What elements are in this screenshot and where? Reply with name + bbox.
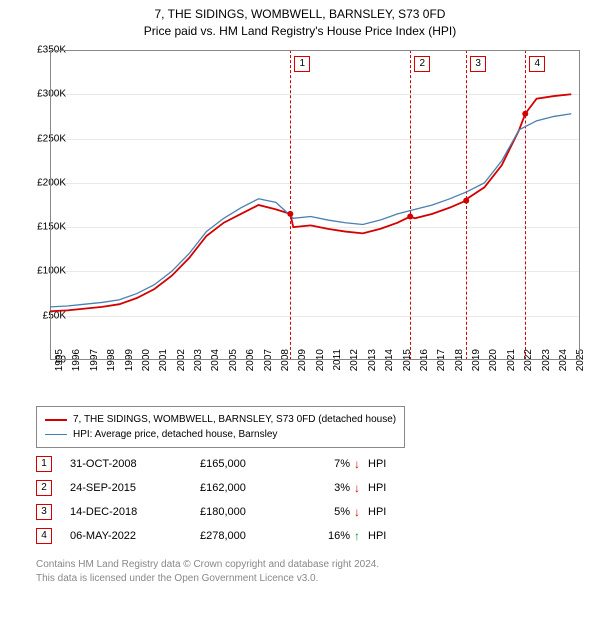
row-marker-number: 3 (36, 504, 52, 520)
marker-point (522, 111, 528, 117)
table-row: 1 31-OCT-2008£165,0007%↓HPI (36, 452, 398, 476)
row-hpi-label: HPI (368, 530, 398, 542)
footer-line1: Contains HM Land Registry data © Crown c… (36, 558, 379, 572)
row-percent: 7% (300, 458, 354, 470)
legend-label: 7, THE SIDINGS, WOMBWELL, BARNSLEY, S73 … (73, 412, 396, 427)
row-date: 31-OCT-2008 (70, 458, 200, 470)
row-marker-number: 2 (36, 480, 52, 496)
arrow-down-icon: ↓ (354, 457, 368, 471)
row-date: 14-DEC-2018 (70, 506, 200, 518)
arrow-down-icon: ↓ (354, 481, 368, 495)
legend-swatch (45, 419, 67, 421)
table-row: 2 24-SEP-2015£162,0003%↓HPI (36, 476, 398, 500)
marker-number-box: 4 (529, 56, 545, 72)
row-hpi-label: HPI (368, 482, 398, 494)
title-block: 7, THE SIDINGS, WOMBWELL, BARNSLEY, S73 … (0, 0, 600, 40)
marker-number-box: 2 (414, 56, 430, 72)
legend-swatch (45, 434, 67, 435)
marker-point (463, 198, 469, 204)
row-marker-number: 4 (36, 528, 52, 544)
chart-container: 7, THE SIDINGS, WOMBWELL, BARNSLEY, S73 … (0, 0, 600, 620)
row-price: £180,000 (200, 506, 300, 518)
footer: Contains HM Land Registry data © Crown c… (36, 558, 379, 586)
table-row: 3 14-DEC-2018£180,0005%↓HPI (36, 500, 398, 524)
table-row: 4 06-MAY-2022£278,00016%↑HPI (36, 524, 398, 548)
marker-number-box: 1 (294, 56, 310, 72)
legend-item: 7, THE SIDINGS, WOMBWELL, BARNSLEY, S73 … (45, 412, 396, 427)
row-hpi-label: HPI (368, 458, 398, 470)
series-line (50, 114, 571, 307)
series-line (50, 94, 571, 311)
row-price: £278,000 (200, 530, 300, 542)
chart-svg (50, 50, 580, 360)
arrow-up-icon: ↑ (354, 529, 368, 543)
marker-number-box: 3 (470, 56, 486, 72)
row-date: 24-SEP-2015 (70, 482, 200, 494)
legend: 7, THE SIDINGS, WOMBWELL, BARNSLEY, S73 … (36, 406, 405, 448)
title-address: 7, THE SIDINGS, WOMBWELL, BARNSLEY, S73 … (0, 6, 600, 23)
row-hpi-label: HPI (368, 506, 398, 518)
sales-table: 131-OCT-2008£165,0007%↓HPI224-SEP-2015£1… (36, 452, 398, 548)
marker-point (407, 214, 413, 220)
marker-point (287, 211, 293, 217)
row-price: £162,000 (200, 482, 300, 494)
legend-label: HPI: Average price, detached house, Barn… (73, 427, 277, 442)
legend-item: HPI: Average price, detached house, Barn… (45, 427, 396, 442)
footer-line2: This data is licensed under the Open Gov… (36, 572, 379, 586)
row-marker-number: 1 (36, 456, 52, 472)
row-price: £165,000 (200, 458, 300, 470)
row-date: 06-MAY-2022 (70, 530, 200, 542)
row-percent: 5% (300, 506, 354, 518)
arrow-down-icon: ↓ (354, 505, 368, 519)
row-percent: 3% (300, 482, 354, 494)
row-percent: 16% (300, 530, 354, 542)
title-subtitle: Price paid vs. HM Land Registry's House … (0, 23, 600, 40)
